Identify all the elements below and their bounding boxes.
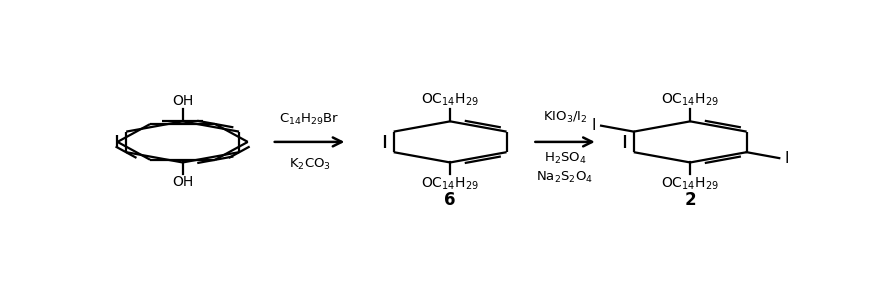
Text: OC$_{14}$H$_{29}$: OC$_{14}$H$_{29}$	[421, 175, 479, 192]
Text: OC$_{14}$H$_{29}$: OC$_{14}$H$_{29}$	[661, 92, 719, 108]
Text: OH: OH	[172, 175, 193, 189]
Text: OC$_{14}$H$_{29}$: OC$_{14}$H$_{29}$	[661, 175, 719, 192]
Text: K$_{2}$CO$_{3}$: K$_{2}$CO$_{3}$	[289, 157, 330, 172]
Text: OC$_{14}$H$_{29}$: OC$_{14}$H$_{29}$	[421, 92, 479, 108]
Text: C$_{14}$H$_{29}$Br: C$_{14}$H$_{29}$Br	[280, 112, 340, 127]
Text: KIO$_{3}$/I$_{2}$: KIO$_{3}$/I$_{2}$	[543, 110, 588, 124]
Text: I: I	[785, 151, 789, 166]
Text: 2: 2	[684, 191, 696, 209]
Text: I: I	[591, 118, 596, 133]
Text: OH: OH	[172, 94, 193, 108]
Text: H$_{2}$SO$_{4}$: H$_{2}$SO$_{4}$	[543, 151, 587, 166]
Text: 6: 6	[444, 191, 456, 209]
Text: Na$_{2}$S$_{2}$O$_{4}$: Na$_{2}$S$_{2}$O$_{4}$	[536, 170, 594, 185]
